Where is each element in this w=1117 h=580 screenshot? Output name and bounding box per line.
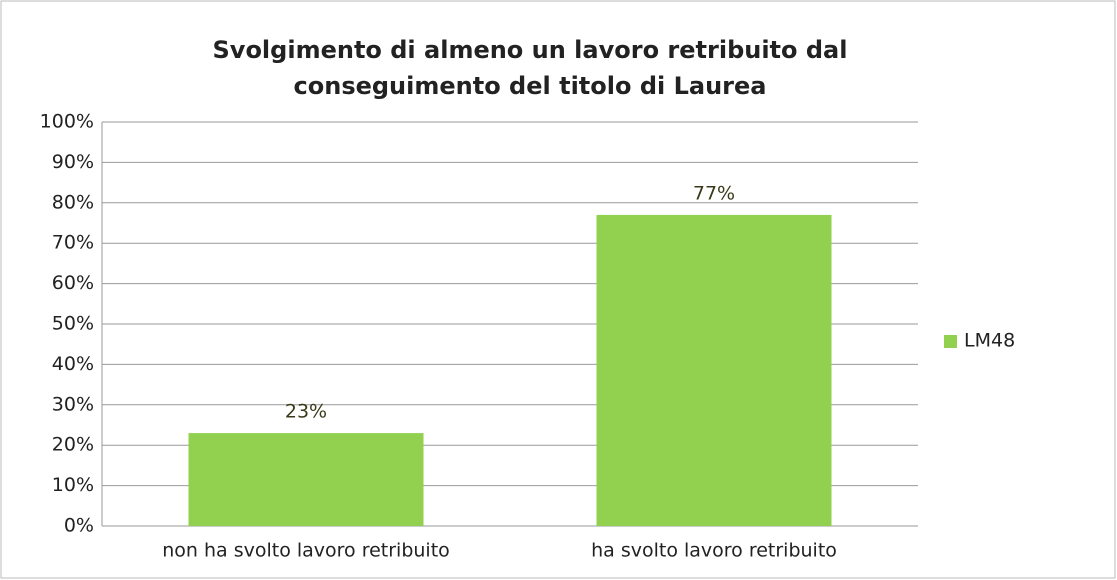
y-tick-label: 10% <box>52 474 94 496</box>
y-tick-label: 70% <box>52 232 94 254</box>
chart-title: Svolgimento di almeno un lavoro retribui… <box>212 36 848 100</box>
legend-swatch <box>944 335 957 348</box>
y-tick-label: 50% <box>52 313 94 335</box>
y-tick-label: 100% <box>40 111 94 133</box>
bar <box>188 433 424 526</box>
data-label: 23% <box>285 401 327 423</box>
y-tick-label: 30% <box>52 393 94 415</box>
legend-label: LM48 <box>964 330 1015 352</box>
y-tick-label: 90% <box>52 151 94 173</box>
x-tick-label: ha svolto lavoro retribuito <box>591 540 837 562</box>
x-tick-label: non ha svolto lavoro retribuito <box>162 540 450 562</box>
data-label: 77% <box>693 182 735 204</box>
bar <box>596 214 832 527</box>
y-tick-label: 40% <box>52 353 94 375</box>
y-tick-label: 20% <box>52 434 94 456</box>
y-tick-label: 0% <box>64 515 94 537</box>
y-tick-label: 80% <box>52 191 94 213</box>
y-tick-label: 60% <box>52 272 94 294</box>
